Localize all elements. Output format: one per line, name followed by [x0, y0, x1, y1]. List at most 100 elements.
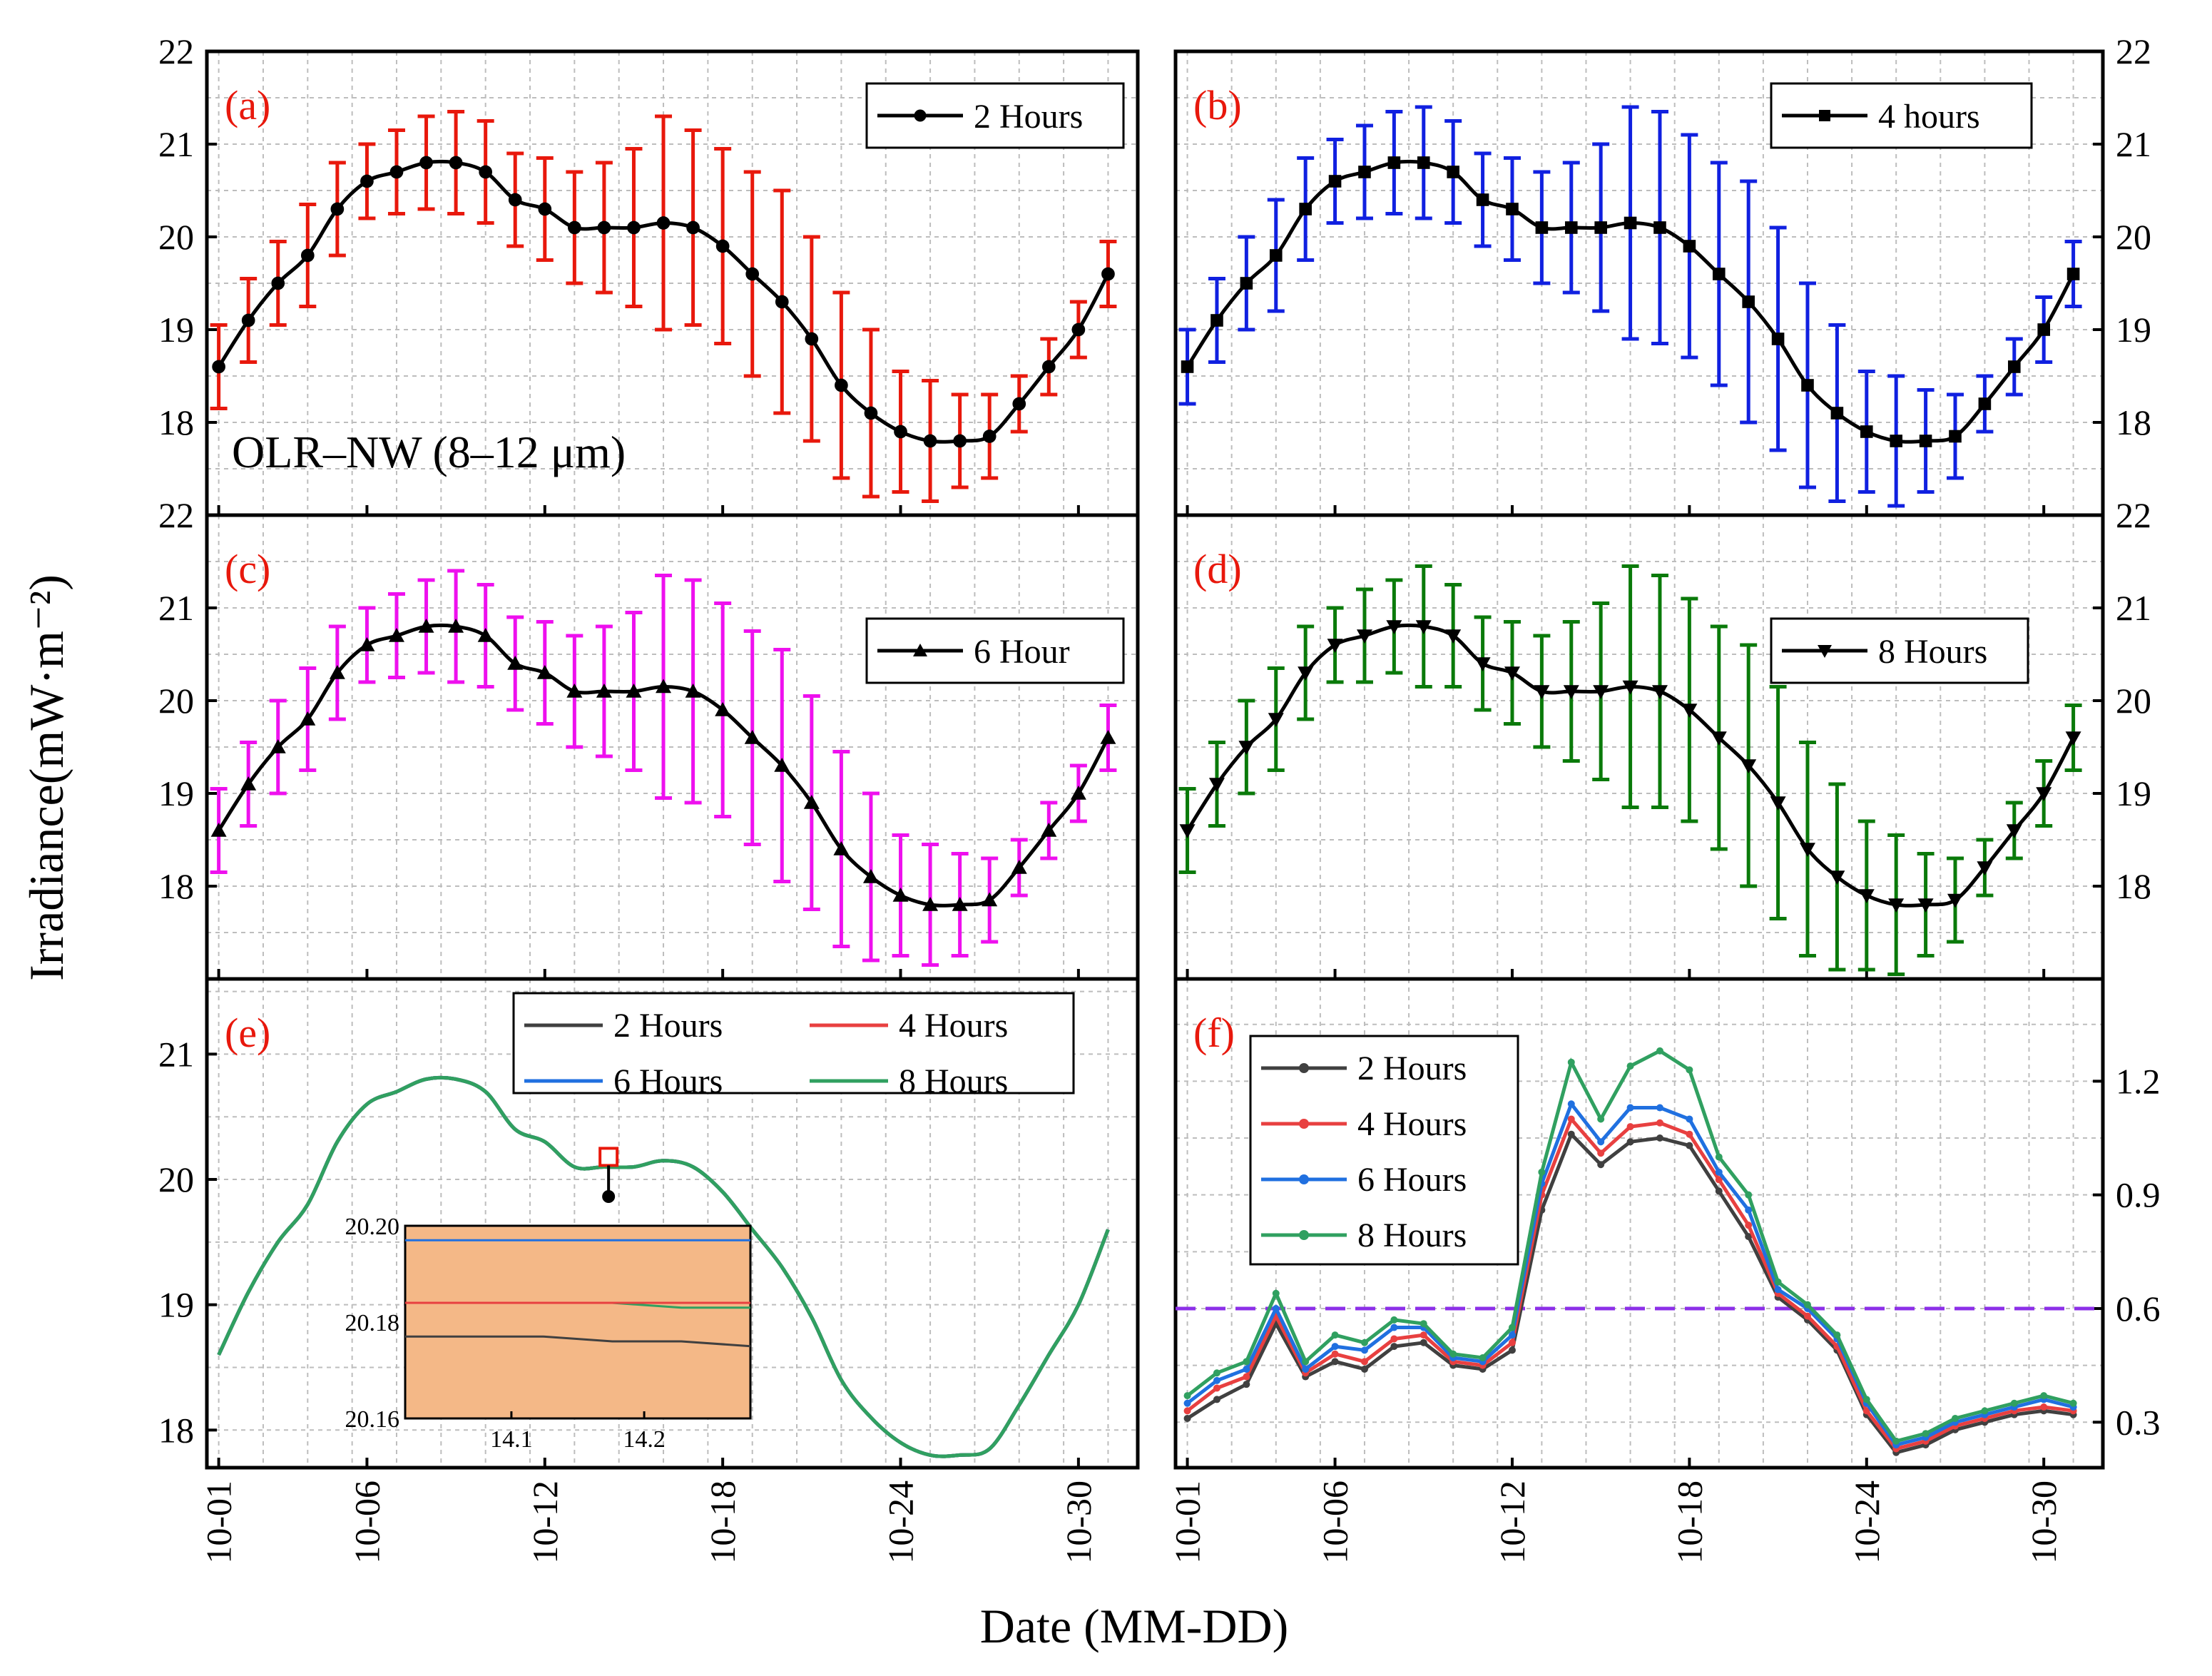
- data-point: [477, 628, 494, 642]
- data-point: [1390, 1324, 1398, 1331]
- markers-d: [1179, 620, 2081, 913]
- panel-label-f: (f): [1193, 1010, 1235, 1056]
- y-tick-label: 0.6: [2116, 1289, 2161, 1329]
- y-ticks-a: 18 19 20 21 22: [158, 31, 1080, 515]
- x-tick-label: 10-06: [1315, 1481, 1355, 1564]
- data-point: [1476, 193, 1489, 206]
- x-tick-label: 10-12: [1492, 1481, 1532, 1564]
- data-point: [1415, 620, 1432, 634]
- data-point: [1302, 1358, 1310, 1366]
- data-point: [1563, 685, 1579, 699]
- data-point: [1390, 1316, 1398, 1324]
- legend-label: 2 Hours: [974, 98, 1083, 136]
- inset-x-tick: 14.2: [623, 1426, 666, 1453]
- data-point: [1302, 1365, 1310, 1373]
- data-point: [1686, 1115, 1693, 1123]
- data-point: [1387, 156, 1401, 169]
- data-point: [1830, 407, 1844, 420]
- data-point: [1622, 680, 1638, 695]
- data-point: [419, 156, 433, 170]
- data-point: [1949, 430, 1962, 443]
- y-tick-label: 18: [2116, 402, 2151, 442]
- y-tick-label: 20: [158, 1159, 194, 1199]
- data-point: [1238, 741, 1255, 755]
- data-point: [1183, 1414, 1191, 1422]
- data-point: [300, 248, 315, 263]
- legend-f: 2 Hours 4 Hours 6 Hours 8 Hours: [1249, 1035, 1519, 1266]
- x-tick-label: 10-01: [199, 1481, 239, 1564]
- data-point: [1593, 685, 1609, 699]
- series-line-8-hours: [217, 1075, 1110, 1458]
- data-point: [892, 888, 909, 902]
- legend-marker: [1818, 645, 1832, 658]
- data-point: [389, 165, 404, 179]
- y-tick-label: 21: [158, 124, 194, 164]
- x-tick-label: 10-30: [2024, 1481, 2064, 1564]
- y-axis-label: Irradiance(mW·m⁻²): [19, 574, 73, 981]
- y-tick-label: 19: [158, 773, 194, 813]
- data-point: [1715, 1153, 1723, 1161]
- data-point: [1742, 295, 1755, 308]
- legend-d: 8 Hours: [1770, 617, 2029, 684]
- markers-b: [1181, 156, 2080, 447]
- data-point: [864, 406, 878, 420]
- data-point: [833, 841, 850, 855]
- data-point: [1331, 1358, 1339, 1366]
- data-point: [1597, 1149, 1605, 1157]
- y-tick-label: 22: [2116, 31, 2151, 71]
- y-tick-label: 18: [158, 866, 194, 906]
- data-point: [270, 739, 286, 753]
- data-point: [2006, 824, 2022, 838]
- data-point: [1328, 175, 1342, 188]
- inset-line-2-hours: [405, 1335, 751, 1348]
- legend-marker: [914, 109, 927, 122]
- y-tick-label: 20: [158, 217, 194, 257]
- y-tick-label: 21: [2116, 588, 2151, 628]
- data-point: [1181, 360, 1194, 373]
- axes-frame-e: [205, 977, 1140, 1470]
- data-point: [1626, 1062, 1634, 1070]
- data-point: [1213, 1376, 1220, 1384]
- legend-e: 2 Hours 4 Hours 6 Hours 8 Hours: [512, 992, 1075, 1100]
- data-point: [1686, 1130, 1693, 1138]
- inset-frame: [404, 1224, 752, 1420]
- zoom-connector-dot: [602, 1190, 616, 1203]
- data-point: [1243, 1365, 1250, 1373]
- data-point: [1327, 639, 1343, 653]
- data-point: [1508, 1324, 1516, 1331]
- data-point: [1624, 216, 1637, 230]
- data-point: [1653, 221, 1666, 234]
- legend-label: 8 Hours: [899, 1062, 1008, 1100]
- annotation-olr-nw: OLR–NW (8–12 μm): [232, 427, 626, 477]
- data-point: [1504, 666, 1520, 681]
- y-tick-label: 22: [158, 31, 194, 71]
- data-point: [1745, 1233, 1753, 1241]
- y-tick-label: 20: [158, 681, 194, 721]
- data-point: [388, 628, 404, 642]
- data-point: [1012, 397, 1026, 411]
- data-point: [627, 220, 641, 235]
- data-point: [1686, 1142, 1693, 1149]
- legend-marker: [913, 644, 927, 656]
- data-point: [1626, 1123, 1634, 1131]
- legend-label: 4 hours: [1878, 98, 1980, 136]
- data-point: [1071, 322, 1086, 337]
- data-point: [656, 216, 671, 230]
- data-point: [1358, 166, 1371, 178]
- data-point: [1597, 1138, 1605, 1146]
- panel-label-b: (b): [1193, 82, 1242, 128]
- data-point: [1268, 713, 1284, 727]
- panel-f: 0.3 0.6 0.9 1.2 (f) 2 Hours 4 Hours 6 Hours 8 Ho…: [1173, 977, 2161, 1470]
- legend-label: 6 Hours: [1357, 1161, 1467, 1199]
- data-point: [536, 665, 553, 679]
- data-point: [1360, 1339, 1368, 1346]
- data-point: [1862, 1396, 1870, 1403]
- grid-c: [207, 514, 1138, 980]
- inset-x-tick: 14.1: [490, 1426, 533, 1453]
- data-point: [1420, 1320, 1427, 1328]
- data-point: [2037, 323, 2050, 336]
- data-point: [1041, 823, 1057, 837]
- data-point: [2040, 1392, 2048, 1400]
- y-tick-label: 1.2: [2116, 1061, 2161, 1101]
- data-point: [835, 378, 848, 392]
